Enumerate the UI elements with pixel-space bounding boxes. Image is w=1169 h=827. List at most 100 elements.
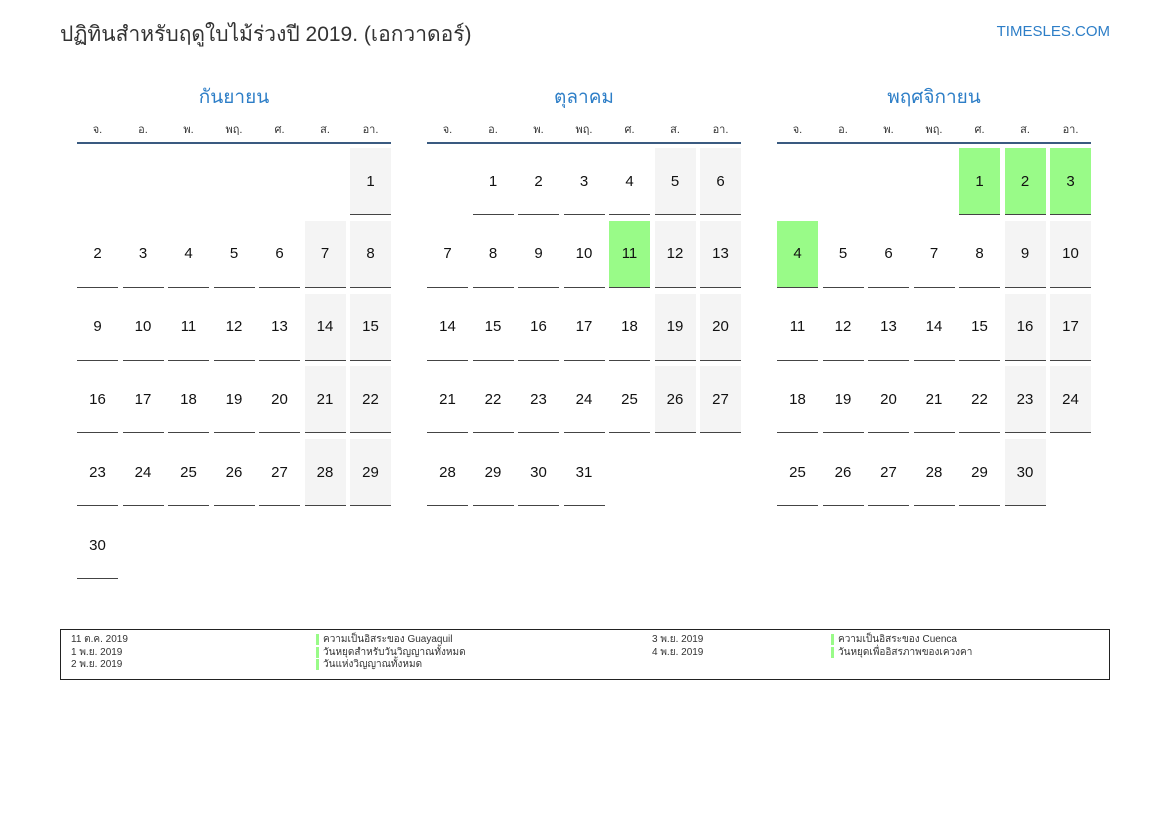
day-cell[interactable]: 20 xyxy=(700,293,741,361)
day-cell[interactable]: 14 xyxy=(304,293,346,361)
day-cell[interactable]: 5 xyxy=(213,221,255,288)
day-cell[interactable]: 16 xyxy=(518,294,559,361)
day-cell[interactable]: 15 xyxy=(350,293,391,361)
day-cell[interactable]: 28 xyxy=(427,439,468,507)
day-cell[interactable]: 27 xyxy=(700,366,741,434)
day-cell[interactable]: 13 xyxy=(259,294,300,361)
day-cell[interactable]: 14 xyxy=(913,294,955,361)
day-cell[interactable]: 24 xyxy=(563,366,605,434)
day-cell[interactable]: 25 xyxy=(777,439,818,507)
weekday-header: พฤ. xyxy=(225,124,243,136)
day-cell[interactable]: 12 xyxy=(654,220,696,288)
day-cell[interactable]: 11 xyxy=(777,294,818,361)
day-cell[interactable]: 5 xyxy=(654,148,696,215)
day-cell[interactable]: 26 xyxy=(822,439,864,507)
day-cell[interactable]: 10 xyxy=(122,294,164,361)
day-cell[interactable]: 30 xyxy=(518,439,559,507)
day-cell[interactable]: 22 xyxy=(959,366,1000,434)
legend-date: 4 พ.ย. 2019 xyxy=(652,646,704,658)
day-cell[interactable]: 2 xyxy=(77,221,118,288)
day-cell[interactable]: 19 xyxy=(822,366,864,434)
day-cell[interactable]: 4 xyxy=(609,148,650,215)
day-cell[interactable]: 21 xyxy=(913,366,955,434)
day-cell[interactable]: 19 xyxy=(654,293,696,361)
day-cell[interactable]: 12 xyxy=(213,294,255,361)
day-cell[interactable]: 18 xyxy=(168,366,209,434)
weekday-header: อ. xyxy=(838,124,848,136)
day-cell[interactable]: 23 xyxy=(1004,366,1046,434)
day-cell[interactable]: 16 xyxy=(1004,293,1046,361)
day-cell[interactable]: 17 xyxy=(563,294,605,361)
day-cell[interactable]: 13 xyxy=(700,220,741,288)
day-cell[interactable]: 25 xyxy=(609,366,650,434)
day-cell[interactable]: 11 xyxy=(168,294,209,361)
day-cell[interactable]: 9 xyxy=(518,221,559,288)
holiday-day-cell[interactable]: 4 xyxy=(777,220,818,288)
holiday-day-cell[interactable]: 1 xyxy=(959,148,1000,215)
weekday-header: อา. xyxy=(1062,124,1079,136)
day-cell[interactable]: 23 xyxy=(518,366,559,434)
day-cell[interactable]: 16 xyxy=(77,366,118,434)
day-cell[interactable]: 8 xyxy=(959,221,1000,288)
month-2: ตุลาคม จ. อ. พ. พฤ. ศ. ส. อา. 1 2 3 4 5 6 7 8 9 10 11 12 13 1… xyxy=(427,82,741,507)
day-cell[interactable]: 10 xyxy=(563,221,605,288)
day-cell[interactable]: 1 xyxy=(472,148,514,215)
day-cell[interactable]: 7 xyxy=(304,220,346,288)
day-cell[interactable]: 30 xyxy=(77,512,118,579)
day-cell[interactable]: 3 xyxy=(122,221,164,288)
day-cell[interactable]: 15 xyxy=(472,294,514,361)
day-cell[interactable]: 17 xyxy=(122,366,164,434)
day-cell[interactable]: 4 xyxy=(168,221,209,288)
day-cell[interactable]: 15 xyxy=(959,294,1000,361)
day-cell[interactable]: 12 xyxy=(822,294,864,361)
day-cell[interactable]: 7 xyxy=(427,221,468,288)
day-cell[interactable]: 19 xyxy=(213,366,255,434)
day-cell[interactable]: 8 xyxy=(350,220,391,288)
day-cell[interactable]: 25 xyxy=(168,439,209,507)
header-divider xyxy=(77,142,391,144)
day-cell[interactable]: 21 xyxy=(427,366,468,434)
day-cell[interactable]: 22 xyxy=(350,366,391,434)
day-cell[interactable]: 27 xyxy=(868,439,909,507)
day-cell[interactable]: 10 xyxy=(1050,220,1091,288)
day-cell[interactable]: 9 xyxy=(77,294,118,361)
day-cell[interactable]: 31 xyxy=(563,439,605,507)
day-cell[interactable]: 1 xyxy=(350,148,391,215)
day-cell[interactable]: 20 xyxy=(868,366,909,434)
day-cell[interactable]: 18 xyxy=(777,366,818,434)
day-cell[interactable]: 8 xyxy=(472,221,514,288)
day-cell[interactable]: 26 xyxy=(213,439,255,507)
day-cell[interactable]: 5 xyxy=(822,221,864,288)
day-cell[interactable]: 2 xyxy=(518,148,559,215)
day-cell[interactable]: 3 xyxy=(563,148,605,215)
day-cell[interactable]: 18 xyxy=(609,294,650,361)
holiday-day-cell[interactable]: 11 xyxy=(609,220,650,288)
day-cell[interactable]: 6 xyxy=(868,221,909,288)
day-cell[interactable]: 20 xyxy=(259,366,300,434)
day-cell[interactable]: 17 xyxy=(1050,293,1091,361)
day-cell[interactable]: 29 xyxy=(472,439,514,507)
day-cell[interactable]: 28 xyxy=(304,439,346,507)
day-cell[interactable]: 24 xyxy=(1050,366,1091,434)
day-cell[interactable]: 29 xyxy=(959,439,1000,507)
day-cell[interactable]: 6 xyxy=(259,221,300,288)
holiday-day-cell[interactable]: 2 xyxy=(1004,148,1046,215)
holiday-day-cell[interactable]: 3 xyxy=(1050,148,1091,215)
day-cell[interactable]: 14 xyxy=(427,294,468,361)
day-cell[interactable]: 23 xyxy=(77,439,118,507)
day-cell[interactable]: 26 xyxy=(654,366,696,434)
day-cell[interactable]: 9 xyxy=(1004,220,1046,288)
day-cell[interactable]: 30 xyxy=(1004,439,1046,507)
day-cell[interactable]: 27 xyxy=(259,439,300,507)
header-divider xyxy=(777,142,1091,144)
month-name: ตุลาคม xyxy=(554,87,614,108)
day-cell[interactable]: 28 xyxy=(913,439,955,507)
site-link[interactable]: TIMESLES.COM xyxy=(996,23,1110,40)
day-cell[interactable]: 7 xyxy=(913,221,955,288)
day-cell[interactable]: 6 xyxy=(700,148,741,215)
day-cell[interactable]: 29 xyxy=(350,439,391,507)
day-cell[interactable]: 22 xyxy=(472,366,514,434)
day-cell[interactable]: 13 xyxy=(868,294,909,361)
day-cell[interactable]: 21 xyxy=(304,366,346,434)
day-cell[interactable]: 24 xyxy=(122,439,164,507)
